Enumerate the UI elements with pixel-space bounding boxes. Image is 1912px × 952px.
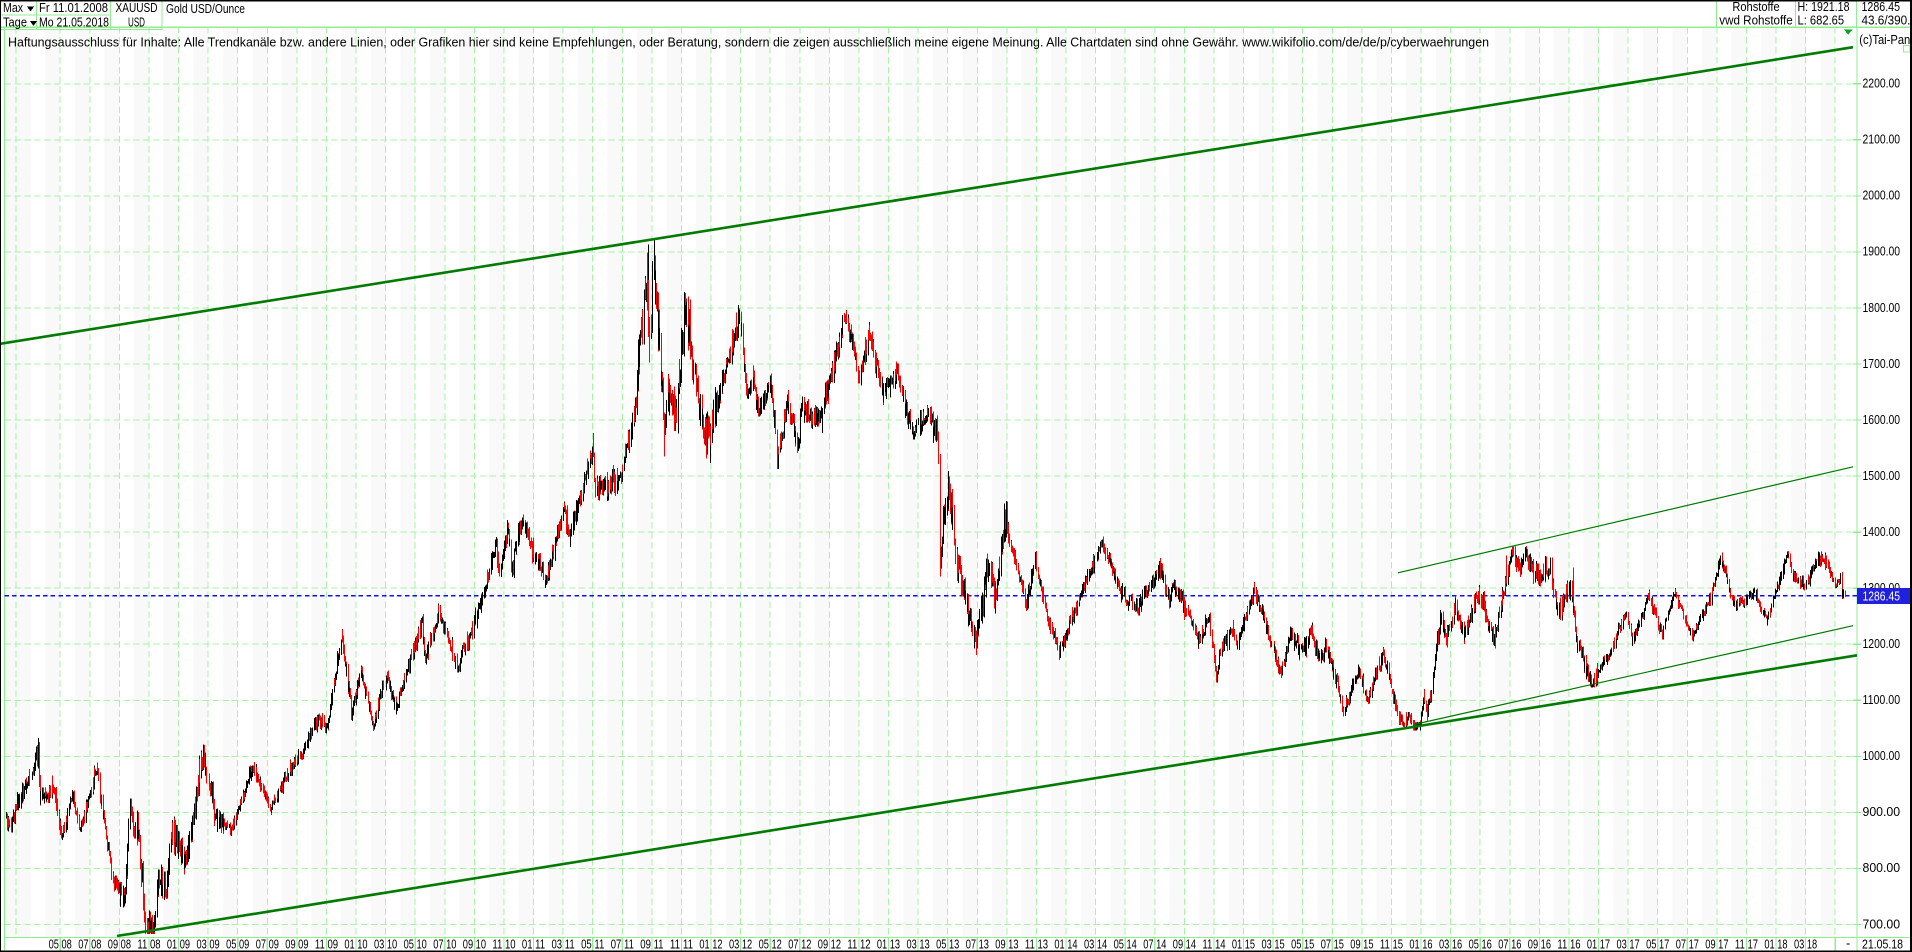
svg-text:03 16: 03 16 [1439, 936, 1462, 951]
svg-text:09 16: 09 16 [1528, 936, 1551, 951]
svg-text:11 17: 11 17 [1735, 936, 1758, 951]
svg-text:11 16: 11 16 [1557, 936, 1580, 951]
svg-text:Rohstoffe: Rohstoffe [1732, 0, 1779, 14]
svg-text:1286.45: 1286.45 [1862, 0, 1901, 14]
svg-text:09 08: 09 08 [108, 936, 131, 951]
svg-text:03 17: 03 17 [1617, 936, 1640, 951]
svg-text:03 09: 03 09 [197, 936, 220, 951]
svg-text:1800.00: 1800.00 [1863, 300, 1901, 315]
svg-text:05 11: 05 11 [581, 936, 604, 951]
svg-text:05 16: 05 16 [1469, 936, 1492, 951]
svg-text:01 12: 01 12 [699, 936, 722, 951]
svg-text:03 18: 03 18 [1794, 936, 1817, 951]
svg-text:Tage: Tage [3, 15, 27, 30]
svg-text:03 10: 03 10 [374, 936, 397, 951]
svg-text:03 13: 03 13 [907, 936, 930, 951]
svg-text:03 15: 03 15 [1262, 936, 1285, 951]
svg-text:01 09: 01 09 [167, 936, 190, 951]
svg-text:05 09: 05 09 [226, 936, 249, 951]
svg-text:1100.00: 1100.00 [1863, 692, 1901, 707]
svg-text:07 12: 07 12 [788, 936, 811, 951]
svg-text:07 14: 07 14 [1143, 936, 1166, 951]
svg-text:-: - [1846, 936, 1850, 951]
svg-text:09 13: 09 13 [995, 936, 1018, 951]
svg-text:11 15: 11 15 [1380, 936, 1403, 951]
svg-text:1286.45: 1286.45 [1863, 589, 1901, 604]
svg-text:11 12: 11 12 [847, 936, 870, 951]
svg-text:11 08: 11 08 [137, 936, 160, 951]
svg-text:1500.00: 1500.00 [1863, 468, 1901, 483]
svg-text:Mo 21.05.2018: Mo 21.05.2018 [39, 15, 109, 30]
svg-text:07 16: 07 16 [1498, 936, 1521, 951]
svg-text:09 12: 09 12 [818, 936, 841, 951]
svg-text:Fr 11.01.2008: Fr 11.01.2008 [39, 0, 108, 15]
svg-text:Gold USD/Ounce: Gold USD/Ounce [166, 1, 245, 16]
svg-text:11 14: 11 14 [1202, 936, 1225, 951]
svg-text:01 17: 01 17 [1587, 936, 1610, 951]
svg-text:07 15: 07 15 [1321, 936, 1344, 951]
svg-text:09 11: 09 11 [640, 936, 663, 951]
svg-text:1900.00: 1900.00 [1863, 244, 1901, 259]
svg-text:1600.00: 1600.00 [1863, 412, 1901, 427]
svg-text:700.00: 700.00 [1863, 916, 1901, 931]
svg-text:(c)Tai-Pan: (c)Tai-Pan [1859, 32, 1910, 47]
svg-text:07 09: 07 09 [256, 936, 279, 951]
svg-text:H: 1921.18: H: 1921.18 [1798, 0, 1850, 14]
svg-text:03 12: 03 12 [729, 936, 752, 951]
svg-text:11 11: 11 11 [670, 936, 693, 951]
svg-text:01 18: 01 18 [1764, 936, 1787, 951]
svg-text:01 14: 01 14 [1054, 936, 1077, 951]
svg-text:09 17: 09 17 [1705, 936, 1728, 951]
svg-text:Max: Max [3, 0, 23, 15]
svg-text:1200.00: 1200.00 [1863, 636, 1901, 651]
svg-text:L: 682.65: L: 682.65 [1798, 13, 1845, 28]
svg-text:2100.00: 2100.00 [1863, 132, 1901, 147]
svg-text:11 13: 11 13 [1025, 936, 1048, 951]
svg-text:05 12: 05 12 [759, 936, 782, 951]
svg-text:1000.00: 1000.00 [1863, 748, 1901, 763]
svg-text:Haftungsausschluss für Inhalte: Haftungsausschluss für Inhalte: Alle Tre… [8, 35, 1489, 50]
svg-text:09 09: 09 09 [285, 936, 308, 951]
svg-text:03 14: 03 14 [1084, 936, 1107, 951]
svg-text:05 14: 05 14 [1114, 936, 1137, 951]
svg-text:01 10: 01 10 [344, 936, 367, 951]
svg-text:07 11: 07 11 [611, 936, 634, 951]
svg-text:XAUUSD: XAUUSD [116, 0, 158, 15]
svg-text:05 17: 05 17 [1646, 936, 1669, 951]
svg-text:11 09: 11 09 [315, 936, 338, 951]
svg-text:vwd Rohstoffe: vwd Rohstoffe [1719, 13, 1793, 28]
svg-text:07 08: 07 08 [78, 936, 101, 951]
svg-text:1400.00: 1400.00 [1863, 524, 1901, 539]
svg-text:43.6/390.32: 43.6/390.32 [1862, 13, 1912, 28]
svg-text:05 08: 05 08 [49, 936, 72, 951]
svg-text:01 11: 01 11 [522, 936, 545, 951]
svg-text:2000.00: 2000.00 [1863, 188, 1901, 203]
svg-text:1700.00: 1700.00 [1863, 356, 1901, 371]
svg-text:07 13: 07 13 [966, 936, 989, 951]
svg-text:2200.00: 2200.00 [1863, 76, 1901, 91]
svg-text:01 16: 01 16 [1409, 936, 1432, 951]
svg-text:09 15: 09 15 [1350, 936, 1373, 951]
svg-text:01 15: 01 15 [1232, 936, 1255, 951]
svg-text:09 14: 09 14 [1173, 936, 1196, 951]
svg-text:05 10: 05 10 [404, 936, 427, 951]
svg-text:05 15: 05 15 [1291, 936, 1314, 951]
svg-text:21.05.18: 21.05.18 [1862, 936, 1903, 951]
svg-text:900.00: 900.00 [1863, 804, 1901, 819]
svg-text:USD: USD [128, 15, 145, 30]
svg-text:11 10: 11 10 [492, 936, 515, 951]
svg-text:07 17: 07 17 [1676, 936, 1699, 951]
svg-text:01 13: 01 13 [877, 936, 900, 951]
svg-text:05 13: 05 13 [936, 936, 959, 951]
svg-text:07 10: 07 10 [433, 936, 456, 951]
svg-text:800.00: 800.00 [1863, 860, 1901, 875]
svg-text:03 11: 03 11 [552, 936, 575, 951]
svg-text:09 10: 09 10 [463, 936, 486, 951]
